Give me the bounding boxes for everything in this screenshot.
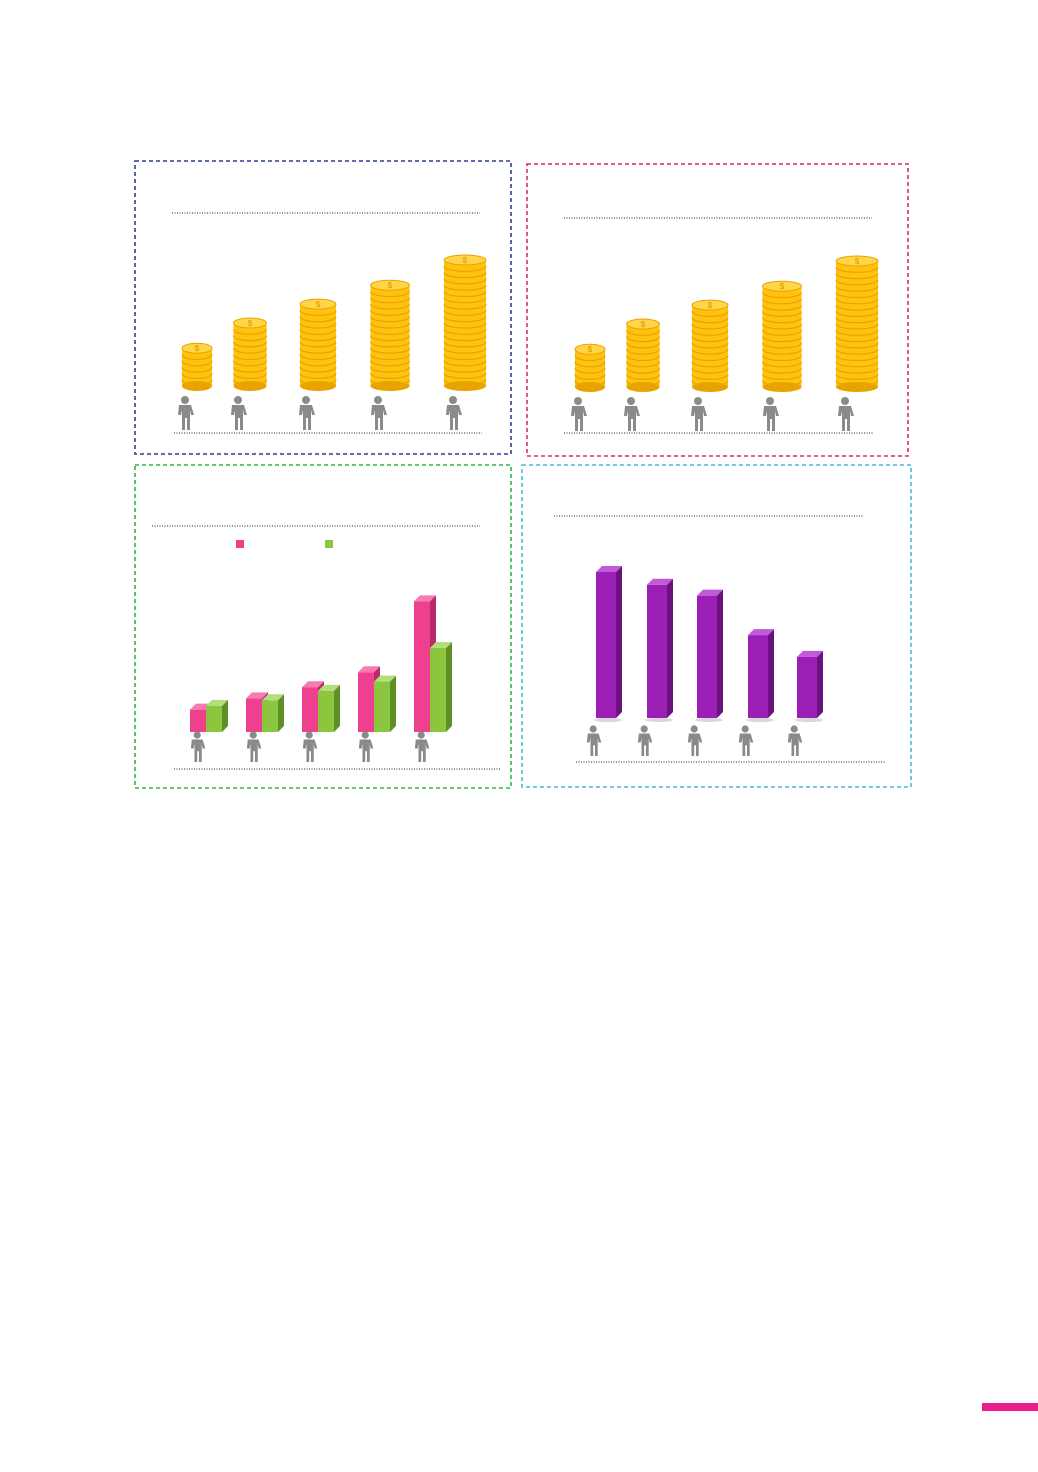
bar-series-2 — [374, 675, 396, 732]
chart-3-svg — [134, 464, 512, 789]
coin-stack: $ — [691, 299, 729, 392]
person-icon-icon — [190, 731, 206, 762]
panel-border — [521, 464, 912, 788]
bar — [697, 589, 723, 718]
bar-shadow — [594, 718, 622, 722]
chart-4-svg — [521, 464, 912, 788]
coin-top — [299, 298, 337, 310]
panel-border — [134, 160, 512, 455]
coin-top — [691, 299, 729, 311]
chart-panel-purple-bars — [521, 464, 912, 788]
page-accent-bar — [982, 1403, 1038, 1411]
person-with-child-icon-icon — [624, 397, 640, 431]
coin-stack: $ — [835, 255, 879, 392]
person-with-large-house-icon-icon — [414, 731, 430, 762]
coin-symbol: $ — [780, 282, 785, 291]
coin-top — [233, 317, 267, 329]
bar-shadow — [695, 718, 723, 722]
coin-stack: $ — [232, 317, 268, 391]
bar — [647, 578, 673, 718]
person-icon-icon — [178, 396, 194, 430]
coin-stack-body — [444, 260, 486, 386]
coin-symbol: $ — [855, 257, 860, 266]
coin-top — [626, 318, 660, 330]
coin-stack: $ — [625, 318, 661, 392]
coin-stack: $ — [369, 279, 411, 391]
coin-symbol: $ — [463, 256, 468, 265]
coin-stack: $ — [574, 343, 606, 392]
panel-border — [526, 163, 909, 457]
coin-stack: $ — [443, 254, 487, 391]
person-with-child-icon-icon — [246, 731, 262, 762]
chart-1-svg: $ $ $ $ $ — [134, 160, 512, 455]
person-with-car-icon-icon — [691, 397, 707, 431]
person-with-house-icon-icon — [358, 731, 374, 762]
person-with-large-house-icon-icon — [787, 725, 803, 756]
coin-top — [835, 255, 879, 267]
coin-symbol: $ — [708, 301, 713, 310]
coin-symbol: $ — [388, 281, 393, 290]
person-with-house-icon-icon — [738, 725, 754, 756]
coin-symbol: $ — [588, 345, 593, 354]
person-with-car-icon-icon — [687, 725, 703, 756]
bar — [748, 629, 774, 718]
coin-top — [762, 280, 802, 292]
bar — [797, 650, 823, 718]
coin-top — [181, 342, 213, 354]
coin-stack-body — [182, 348, 212, 386]
person-icon-icon — [586, 725, 602, 756]
coin-symbol: $ — [248, 319, 253, 328]
bar-shadow — [746, 718, 774, 722]
person-with-house-icon-icon — [371, 396, 387, 430]
bar-series-2 — [318, 684, 340, 732]
person-icon-icon — [571, 397, 587, 431]
person-with-child-icon-icon — [637, 725, 653, 756]
coin-stack: $ — [761, 280, 803, 392]
bar-series-2 — [430, 642, 452, 732]
person-with-large-house-icon-icon — [838, 397, 854, 431]
person-with-house-icon-icon — [763, 397, 779, 431]
chart-2-svg: $ $ $ $ $ — [526, 163, 909, 457]
bar-series-2 — [206, 699, 228, 732]
coin-top — [574, 343, 606, 355]
coin-symbol: $ — [316, 300, 321, 309]
legend-swatch-series-1 — [236, 540, 244, 548]
bar-shadow — [645, 718, 673, 722]
coin-top — [443, 254, 487, 266]
chart-panel-coins-2: $ $ $ $ $ — [526, 163, 909, 457]
person-with-large-house-icon-icon — [446, 396, 462, 430]
bar-series-2 — [262, 694, 284, 732]
panel-border — [134, 464, 512, 789]
person-with-child-icon-icon — [231, 396, 247, 430]
bar-shadow — [795, 718, 823, 722]
coin-stack-body — [575, 349, 605, 387]
person-with-car-icon-icon — [299, 396, 315, 430]
chart-panel-grouped-bars — [134, 464, 512, 789]
chart-panel-coins-1: $ $ $ $ $ — [134, 160, 512, 455]
coin-symbol: $ — [641, 320, 646, 329]
coin-stack: $ — [181, 342, 213, 391]
coin-top — [370, 279, 410, 291]
coin-stack-body — [836, 261, 878, 387]
coin-symbol: $ — [195, 344, 200, 353]
person-with-car-icon-icon — [302, 731, 318, 762]
coin-stack: $ — [299, 298, 337, 391]
bar — [596, 565, 622, 718]
legend-swatch-series-2 — [325, 540, 333, 548]
